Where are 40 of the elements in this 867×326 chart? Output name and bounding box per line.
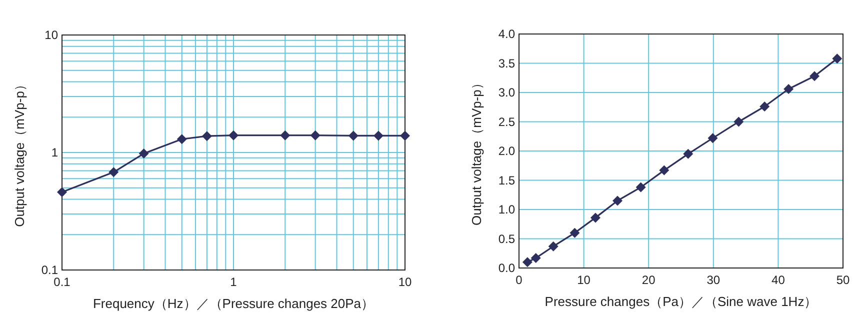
point	[734, 116, 744, 127]
point	[570, 228, 580, 238]
x-tick-label: 0	[516, 273, 523, 287]
x-axis-title: Pressure changes（Pa）／（Sine wave 1Hz）	[544, 294, 818, 309]
y-tick-label: 2.5	[498, 114, 516, 129]
point	[548, 241, 558, 252]
point	[708, 133, 718, 144]
y-tick-label: 3.5	[498, 56, 516, 70]
point	[612, 196, 622, 206]
y-tick-label: 3.0	[498, 86, 516, 100]
x-tick-label: 50	[836, 273, 850, 287]
y-tick-label: 10	[44, 28, 58, 42]
y-axis-title: Output voltage（mVp-p）	[12, 78, 27, 227]
point	[683, 148, 694, 159]
y-tick-label: 0.0	[498, 261, 516, 275]
x-tick-label: 1	[230, 275, 238, 289]
y-axis-title: Output voltage（mVp-p）	[469, 76, 484, 226]
x-tick-label: 10	[398, 275, 412, 289]
point	[530, 253, 541, 264]
point	[784, 84, 794, 94]
point	[809, 71, 820, 82]
point	[832, 54, 842, 64]
x-tick-label: 0.1	[54, 275, 71, 289]
y-tick-label: 0.5	[498, 232, 516, 246]
x-tick-label: 40	[772, 273, 786, 287]
y-tick-label: 1.0	[498, 202, 516, 216]
y-tick-label: 2.0	[498, 144, 516, 158]
y-tick-label: 1	[51, 146, 58, 160]
x-axis-title: Frequency（Hz）／（Pressure changes 20Pa）	[92, 296, 374, 311]
y-tick-label: 0.1	[41, 263, 58, 277]
x-tick-label: 10	[577, 273, 591, 287]
point	[590, 212, 600, 223]
x-tick-label: 20	[642, 273, 656, 287]
point	[760, 102, 770, 112]
point	[636, 182, 646, 192]
y-tick-label: 1.5	[498, 173, 516, 188]
y-tick-label: 4.0	[498, 27, 516, 41]
point	[522, 257, 532, 268]
x-tick-label: 30	[706, 273, 720, 287]
point	[659, 165, 670, 176]
